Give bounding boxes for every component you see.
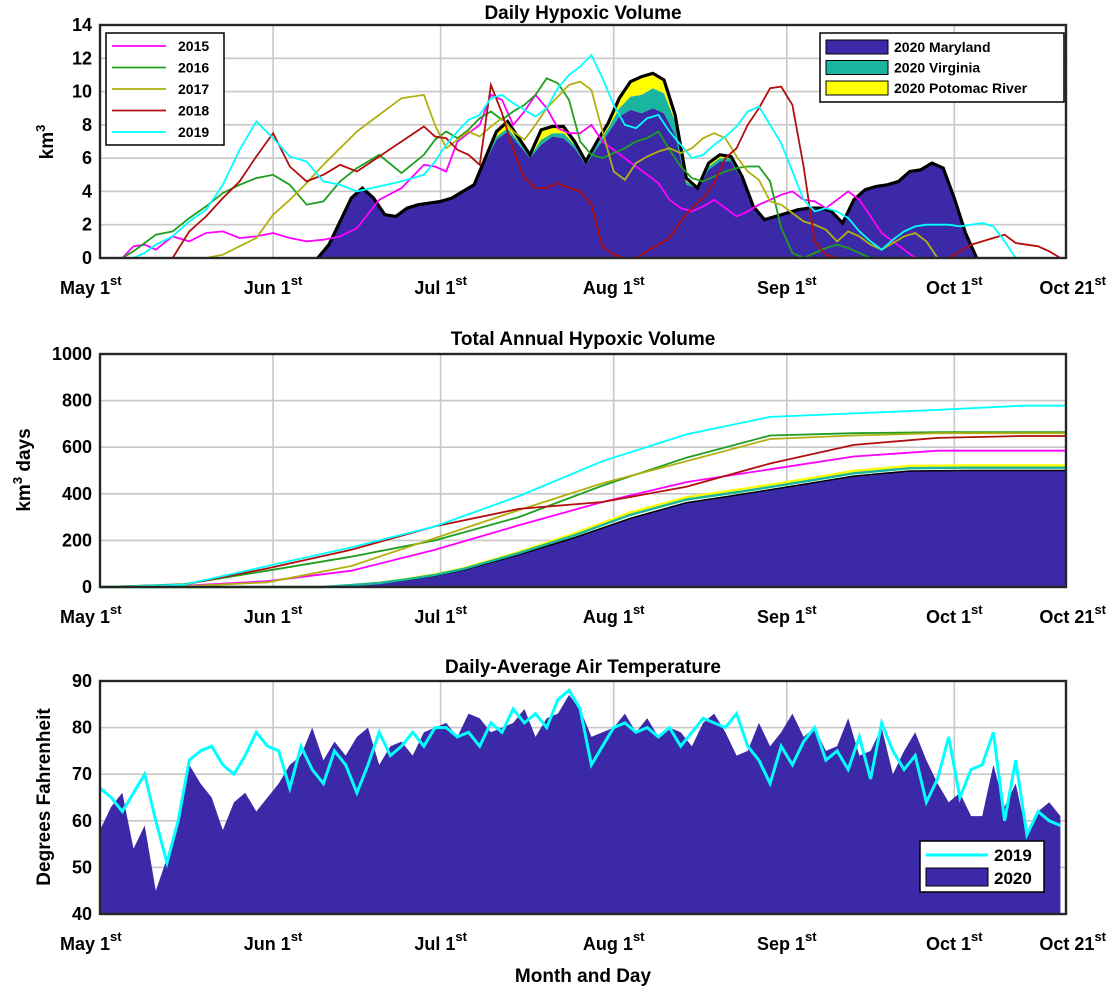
y-tick-label: 0 (82, 577, 92, 597)
y-tick-label: 14 (72, 15, 92, 35)
y-tick-label: 2 (82, 215, 92, 235)
x-tick-label: Jul 1st (414, 929, 467, 954)
legend-label-2018: 2018 (178, 103, 209, 119)
series-line-2017 (122, 80, 1061, 259)
axes-frame (98, 679, 1068, 916)
x-tick-label: Aug 1st (583, 929, 645, 954)
tick-labels: 0 200 400 600 800 1000 May 1st Jun 1st Jul 1st Au… (52, 344, 1107, 627)
daily-average-air-temperature-panel: 40 50 60 70 80 90 May 1st Jun 1st Jul 1st Aug 1st… (34, 657, 1107, 987)
x-tick-label: Jun 1st (244, 273, 303, 298)
y-tick-label: 6 (82, 148, 92, 168)
x-tick-label: Jul 1st (414, 602, 467, 627)
series-line-2019 (99, 688, 1061, 869)
chart-title: Daily-Average Air Temperature (445, 657, 721, 678)
series-line-2020-virginia (100, 466, 1066, 589)
legend-swatch-2020 (925, 867, 989, 887)
legend-swatch-2020-virginia (825, 60, 889, 75)
y-tick-label: 200 (62, 530, 92, 550)
tick-labels: 40 50 60 70 80 90 May 1st Jun 1st Jul 1st Aug 1st… (60, 671, 1107, 954)
x-tick-label: May 1st (60, 929, 122, 954)
legend-temperature: 2019 2020 (919, 840, 1045, 893)
daily-hypoxic-volume-panel: 0 2 4 6 8 10 12 14 May 1st Jun 1st Jul 1st Aug 1st S… (33, 3, 1107, 298)
chart-title: Total Annual Hypoxic Volume (451, 329, 716, 350)
tick-labels: 0 2 4 6 8 10 12 14 May 1st Jun 1st Jul 1st Aug 1st S… (60, 15, 1107, 298)
legend-label-2020-potomac-river: 2020 Potomac River (894, 80, 1028, 96)
y-tick-label: 40 (72, 904, 92, 924)
x-tick-label: Jun 1st (244, 929, 303, 954)
x-tick-label: Sep 1st (757, 273, 817, 298)
y-axis-label: km3 (33, 125, 58, 160)
y-tick-label: 8 (82, 115, 92, 135)
line-series (99, 688, 1061, 869)
legend-swatch-2020-potomac-river (825, 80, 889, 96)
legend-label-2020-virginia: 2020 Virginia (894, 60, 980, 76)
y-tick-label: 400 (62, 484, 92, 504)
y-tick-label: 70 (72, 764, 92, 784)
x-tick-label: Aug 1st (583, 602, 645, 627)
x-tick-label: Jun 1st (244, 602, 303, 627)
series-line-2017 (99, 432, 1066, 588)
legend-label-2020-maryland: 2020 Maryland (894, 39, 991, 55)
legend-swatch-2020-maryland (825, 39, 889, 55)
x-tick-label: Sep 1st (757, 929, 817, 954)
total-annual-hypoxic-volume-panel: 0 200 400 600 800 1000 May 1st Jun 1st Jul 1st Au… (10, 329, 1107, 627)
y-axis-label: km3 days (10, 428, 35, 511)
legend-label-2020: 2020 (994, 869, 1032, 888)
x-tick-label: Oct 21st (1039, 602, 1106, 627)
y-tick-label: 1000 (52, 344, 92, 364)
legend-label-2017: 2017 (178, 81, 209, 97)
axes-frame (98, 23, 1068, 260)
axes-frame (98, 352, 1068, 589)
x-tick-label: Oct 1st (926, 273, 983, 298)
y-tick-label: 10 (72, 82, 92, 102)
y-tick-label: 800 (62, 391, 92, 411)
chart-title: Daily Hypoxic Volume (484, 3, 681, 24)
x-tick-label: May 1st (60, 273, 122, 298)
y-tick-label: 90 (72, 671, 92, 691)
area-outline-total-2020 (316, 71, 979, 260)
area-2020 (100, 695, 1061, 914)
x-tick-label: Aug 1st (583, 273, 645, 298)
y-tick-label: 12 (72, 48, 92, 68)
y-tick-label: 600 (62, 437, 92, 457)
y-tick-label: 80 (72, 718, 92, 738)
legend-label-2019: 2019 (994, 846, 1032, 865)
area-2020 (100, 695, 1061, 914)
legend-label-2016: 2016 (178, 60, 209, 76)
series-line-2019 (122, 53, 1061, 259)
series-line-2018 (99, 435, 1066, 588)
y-tick-label: 60 (72, 811, 92, 831)
series-line-2016 (99, 431, 1066, 588)
x-tick-label: Oct 21st (1039, 273, 1106, 298)
legend-label-2019: 2019 (178, 124, 209, 140)
series-line-2019 (99, 404, 1066, 588)
x-tick-label: May 1st (60, 602, 122, 627)
legend-label-2015: 2015 (178, 38, 209, 54)
x-tick-label: Oct 21st (1039, 929, 1106, 954)
y-tick-label: 4 (82, 181, 92, 201)
x-tick-label: Jul 1st (414, 273, 467, 298)
line-series (99, 404, 1066, 589)
y-tick-label: 0 (82, 248, 92, 268)
y-axis-label: Degrees Fahrenheit (34, 708, 55, 886)
x-tick-label: Sep 1st (757, 602, 817, 627)
y-tick-label: 50 (72, 857, 92, 877)
x-axis-label: Month and Day (515, 966, 652, 987)
x-tick-label: Oct 1st (926, 602, 983, 627)
legend-2020-regions: 2020 Maryland 2020 Virginia 2020 Potomac R… (819, 32, 1065, 103)
legend-years: 2015 2016 2017 2018 2019 (105, 32, 225, 146)
x-tick-label: Oct 1st (926, 929, 983, 954)
